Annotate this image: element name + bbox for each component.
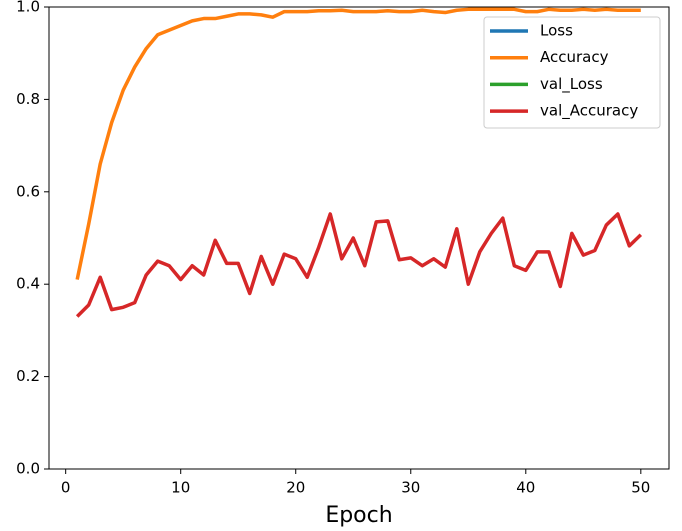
plot-lines [75, 7, 643, 318]
y-tick-label: 0.4 [16, 275, 40, 293]
y-tick-label: 0.0 [16, 460, 40, 478]
y-tick-label: 1.0 [16, 0, 40, 16]
y-tick-label: 0.6 [16, 182, 40, 200]
x-axis-title: Epoch [325, 503, 392, 528]
y-tick-label: 0.8 [16, 90, 40, 108]
x-tick-label: 20 [286, 479, 305, 497]
x-tick-label: 40 [516, 479, 535, 497]
data-line [75, 212, 643, 318]
legend-label: Accuracy [540, 48, 609, 66]
x-tick-label: 10 [171, 479, 190, 497]
data-line [75, 7, 641, 280]
y-tick-label: 0.2 [16, 367, 40, 385]
x-tick-label: 30 [401, 479, 420, 497]
x-tick-label: 50 [631, 479, 650, 497]
plot-frame [48, 6, 670, 470]
legend-label: val_Accuracy [540, 102, 638, 121]
legend-label: val_Loss [540, 75, 603, 94]
legend-label: Loss [540, 22, 573, 40]
legend-box [483, 16, 661, 129]
x-tick-label: 0 [61, 479, 71, 497]
